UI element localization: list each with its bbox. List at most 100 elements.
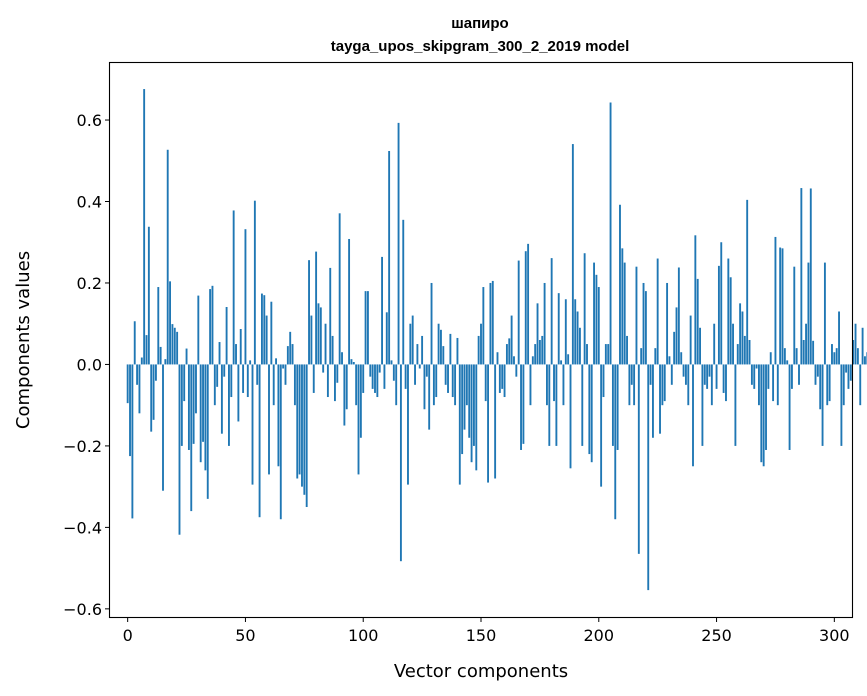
bar-85 [326,364,329,398]
bar-254 [725,364,727,402]
bar-5 [138,364,141,414]
bar-122 [414,364,416,385]
bar-116 [399,364,402,562]
bar-164 [513,356,515,365]
bar-248 [710,364,713,406]
bar-60 [268,364,270,475]
bar-244 [701,364,704,446]
bar-242 [696,278,699,365]
bar-255 [727,258,730,365]
bar-117 [402,219,405,365]
bar-96 [352,362,355,365]
bar-188 [569,364,572,469]
bar-21 [176,331,179,365]
bar-146 [470,364,473,463]
bar-121 [411,315,414,365]
bar-124 [418,364,421,369]
bar-125 [421,335,424,365]
bar-95 [350,359,353,365]
bar-42 [225,307,228,365]
bar-147 [472,364,475,446]
bar-226 [659,364,661,434]
bar-28 [192,364,195,444]
bar-216 [635,266,638,365]
bar-165 [515,364,518,377]
bar-35 [209,289,212,365]
bar-141 [458,364,461,485]
bar-246 [706,364,709,389]
bar-3 [133,321,136,365]
bar-18 [169,281,171,365]
bar-163 [510,315,513,365]
bar-183 [557,293,560,365]
bar-194 [583,253,586,365]
bar-34 [206,364,209,499]
bar-306 [847,364,850,389]
bar-17 [166,149,169,365]
bar-273 [769,352,772,365]
bar-234 [677,267,680,365]
bar-49 [242,364,245,393]
bar-14 [159,346,162,365]
bar-189 [571,144,574,365]
bar-12 [154,364,157,381]
bar-277 [779,247,782,365]
bar-209 [619,204,621,365]
y-tick-label: −0.4 [63,518,102,537]
bar-182 [555,364,558,446]
bar-281 [788,364,791,450]
bar-212 [626,335,628,365]
bar-6 [140,357,143,365]
bar-168 [522,364,525,444]
chart-title: шапиро [451,15,508,32]
bar-47 [237,364,240,422]
bar-69 [289,331,292,365]
bar-284 [795,348,798,365]
bar-87 [331,335,334,365]
bar-37 [213,364,216,406]
bar-26 [187,364,190,450]
bar-218 [640,348,643,365]
x-tick-label: 300 [819,626,850,645]
bar-219 [642,282,645,365]
bar-94 [348,238,351,365]
bar-233 [675,307,678,365]
bar-105 [374,364,376,393]
bar-15 [162,364,164,491]
bar-181 [553,364,555,402]
bar-154 [489,282,492,365]
bar-298 [828,364,831,402]
bar-82 [319,307,322,365]
bar-39 [218,342,221,365]
bar-145 [468,364,471,438]
bar-289 [807,262,810,365]
bar-67 [284,364,287,385]
y-axis-ticks: −0.6 −0.4 −0.2 0.0 0.2 0.4 0.6 [63,111,110,619]
bar-142 [461,364,464,455]
bar-286 [800,188,803,365]
bar-65 [279,364,282,520]
bar-162 [508,338,511,365]
bar-75 [303,364,306,495]
bar-225 [656,258,659,365]
bar-152 [484,364,487,402]
bar-312 [861,327,864,365]
bar-62 [272,364,275,406]
bar-68 [286,346,289,365]
bar-53 [251,364,254,485]
bar-102 [366,291,369,365]
bar-171 [529,364,532,406]
bar-184 [560,360,563,365]
bar-208 [616,364,619,450]
bar-129 [430,282,433,365]
bar-217 [637,364,640,554]
bar-167 [520,364,522,450]
bar-111 [388,150,391,365]
bar-51 [246,364,249,398]
bar-30 [197,295,200,365]
bar-299 [831,344,833,365]
bar-214 [630,364,633,385]
bar-201 [600,364,603,487]
bar-89 [336,364,339,383]
bar-303 [840,364,843,446]
